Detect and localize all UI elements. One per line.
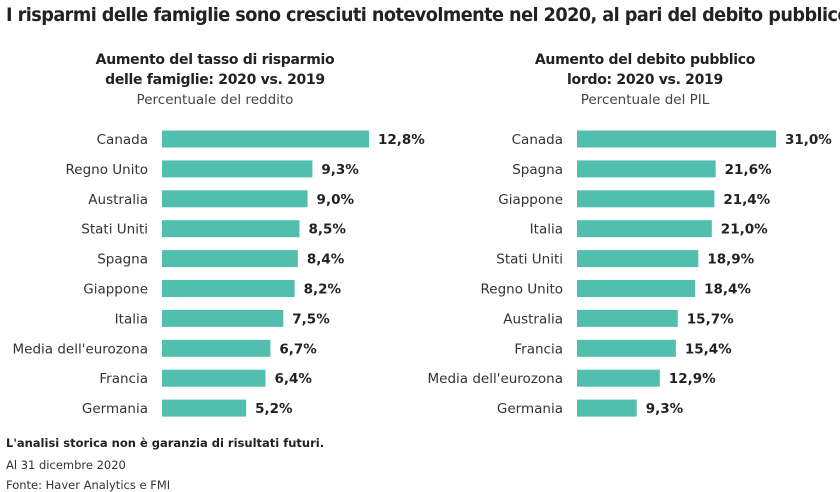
left-bar <box>162 250 298 268</box>
right-bar <box>577 190 715 208</box>
right-category-label: Giappone <box>498 192 563 208</box>
right-panel-title: Aumento del debito pubblico lordo: 2020 … <box>480 50 810 90</box>
left-title-line1: Aumento del tasso di risparmio <box>95 52 335 68</box>
right-bar <box>577 339 676 357</box>
right-category-label: Francia <box>514 341 563 357</box>
left-subtitle: Percentuale del reddito <box>136 92 294 108</box>
right-value-label: 12,9% <box>669 371 716 387</box>
left-value-label: 6,7% <box>279 341 317 357</box>
right-category-label: Spagna <box>512 162 563 178</box>
right-category-label: Regno Unito <box>481 282 564 298</box>
right-bar <box>577 220 712 238</box>
left-category-label: Giappone <box>83 282 148 298</box>
left-category-label: Stati Uniti <box>81 222 148 238</box>
left-value-label: 8,5% <box>308 222 346 238</box>
footer-disclaimer: L'analisi storica non è garanzia di risu… <box>6 436 325 450</box>
right-value-label: 18,4% <box>704 282 751 298</box>
right-bar <box>577 250 699 268</box>
left-category-label: Spagna <box>97 252 148 268</box>
left-category-label: Germania <box>82 401 148 417</box>
footer-source: Fonte: Haver Analytics e FMI <box>6 478 171 492</box>
left-value-label: 12,8% <box>378 132 425 148</box>
right-value-label: 21,0% <box>721 222 768 238</box>
right-bar <box>577 130 776 148</box>
left-category-label: Media dell'eurozona <box>13 341 148 357</box>
right-value-label: 9,3% <box>646 401 684 417</box>
right-value-label: 15,7% <box>687 311 734 327</box>
left-category-label: Australia <box>88 192 148 208</box>
right-subtitle: Percentuale del PIL <box>580 92 710 108</box>
left-category-label: Francia <box>99 371 148 387</box>
left-category-label: Italia <box>115 311 148 327</box>
right-value-label: 21,4% <box>723 192 770 208</box>
right-category-label: Italia <box>530 222 563 238</box>
left-bar <box>162 220 300 238</box>
right-bar <box>577 369 660 387</box>
left-bar <box>162 190 308 208</box>
right-title-line1: Aumento del debito pubblico <box>534 52 756 68</box>
footer-date: Al 31 dicembre 2020 <box>6 458 126 472</box>
right-bar <box>577 399 637 417</box>
left-title-line2: delle famiglie: 2020 vs. 2019 <box>105 72 325 88</box>
right-value-label: 21,6% <box>725 162 772 178</box>
right-value-label: 18,9% <box>707 252 754 268</box>
left-category-label: Regno Unito <box>66 162 149 178</box>
left-value-label: 9,0% <box>317 192 355 208</box>
left-value-label: 8,2% <box>304 282 342 298</box>
left-value-label: 6,4% <box>275 371 313 387</box>
right-value-label: 15,4% <box>685 341 732 357</box>
right-category-label: Stati Uniti <box>496 252 563 268</box>
right-category-label: Media dell'eurozona <box>428 371 563 387</box>
left-bar <box>162 280 295 297</box>
right-value-label: 31,0% <box>785 132 832 148</box>
left-value-label: 7,5% <box>292 311 330 327</box>
right-category-label: Australia <box>503 311 563 327</box>
right-bar <box>577 280 696 297</box>
left-value-label: 9,3% <box>321 162 359 178</box>
left-bar <box>162 160 313 178</box>
left-bar <box>162 369 266 387</box>
left-value-label: 5,2% <box>255 401 293 417</box>
right-title-line2: lordo: 2020 vs. 2019 <box>567 72 723 88</box>
right-bar <box>577 160 716 178</box>
right-category-label: Germania <box>497 401 563 417</box>
main-title: I risparmi delle famiglie sono cresciuti… <box>6 4 840 26</box>
left-bar <box>162 130 369 148</box>
left-panel-title: Aumento del tasso di risparmio delle fam… <box>50 50 380 90</box>
left-value-label: 8,4% <box>307 252 345 268</box>
left-bar <box>162 399 247 417</box>
right-bar <box>577 309 678 327</box>
right-category-label: Canada <box>512 132 563 148</box>
left-bar <box>162 339 271 357</box>
left-bar <box>162 309 284 327</box>
left-category-label: Canada <box>97 132 148 148</box>
